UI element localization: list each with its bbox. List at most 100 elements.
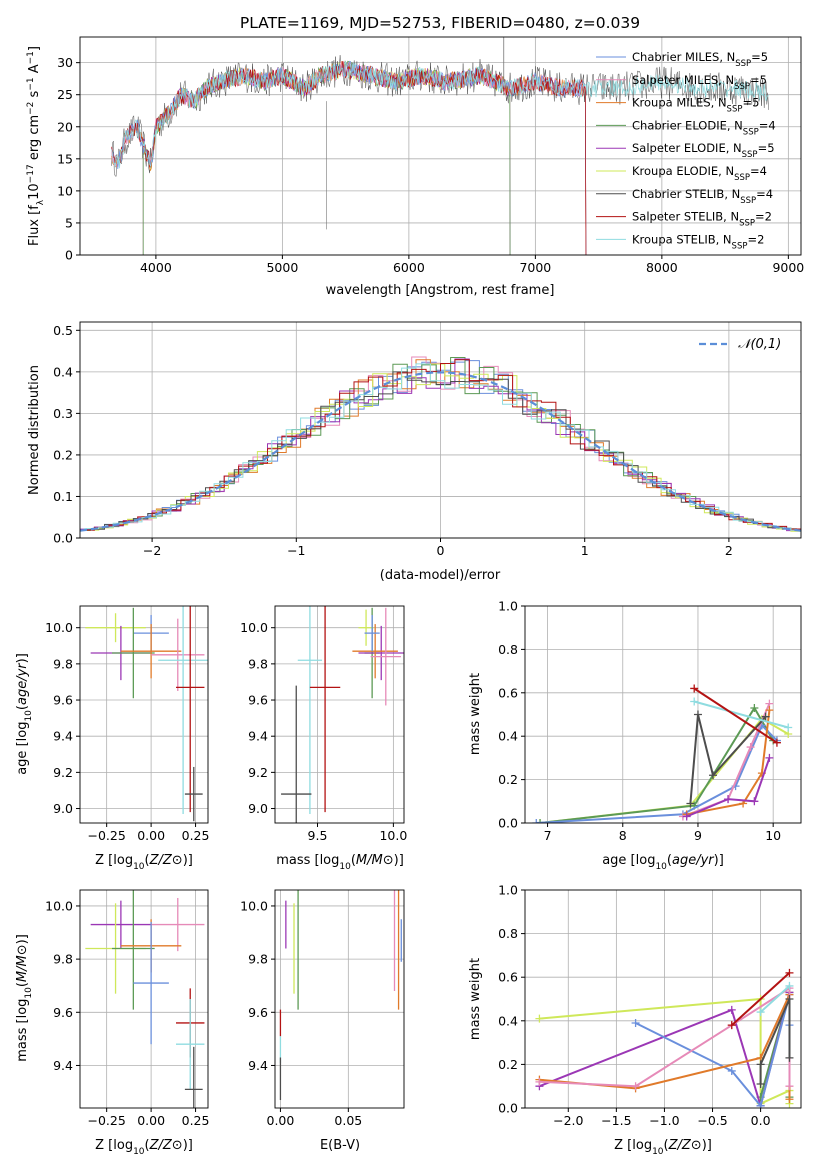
y-tick-label: 0.3 (53, 406, 73, 421)
y-tick-label: 0.2 (498, 1057, 518, 1072)
x-tick-label: −1.5 (601, 1113, 631, 1128)
weight-marker-ch_elodie (750, 703, 759, 712)
weight-line-kr_miles (686, 710, 771, 816)
z-weight-xlabel-part: 10 (652, 1147, 664, 1157)
x-tick-label: −0.25 (88, 828, 126, 843)
spectrum-line-kr_stelib (111, 61, 769, 169)
legend-n: =4 (756, 187, 773, 201)
legend-label-sa_elodie: Salpeter ELODIE, NSSP=5 (632, 141, 775, 160)
legend-sub: SSP (743, 127, 759, 137)
legend-normal-label: 𝒩(0,1) (738, 337, 781, 352)
zweight-line-kr_stelib (759, 985, 791, 1013)
z-weight-xlabel-part: )] (702, 1138, 712, 1153)
y-tick-label: 10 (57, 183, 73, 198)
x-tick-label: 5000 (266, 260, 298, 275)
weight-marker-ch_stelib (761, 712, 770, 721)
x-tick-label: −1 (287, 543, 305, 558)
mass-age-xlabel-part: 10 (339, 862, 351, 872)
zweight-marker-ch_stelib (785, 1053, 794, 1062)
y-tick-label: 0.0 (53, 531, 73, 546)
weight-line-ch_stelib (689, 714, 767, 804)
x-tick-label: 9 (694, 828, 702, 843)
x-tick-label: −0.5 (697, 1113, 727, 1128)
spectrum-line-sa_stelib (111, 61, 587, 255)
z-weight-xlabel-part: Z/Z⊙ (668, 1138, 702, 1153)
zweight-marker-ch_miles (727, 1066, 736, 1075)
panel-mass_age: 9.5 10.0 9.0 9.2 9.4 9.6 9.8 10.0 mass [log10(M/… (240, 605, 407, 872)
x-tick-label: −2.0 (553, 1113, 583, 1128)
axes-frame (524, 605, 802, 824)
age-weight-xlabel-part: )] (714, 853, 724, 868)
plot-area (85, 606, 208, 822)
y-tick-label: 9.2 (53, 765, 73, 780)
legend-label-ch_elodie: Chabrier ELODIE, NSSP=4 (632, 118, 776, 137)
weight-marker-sa_stelib (772, 738, 781, 747)
weight-marker-sa_stelib (690, 684, 699, 693)
y-tick-label: 0.4 (53, 364, 73, 379)
ylabel-part: λ (36, 199, 46, 205)
y-tick-label: 0.8 (498, 926, 518, 941)
axes-frame (274, 605, 405, 824)
legend-n: =4 (750, 164, 767, 178)
legend-sub: SSP (732, 241, 748, 251)
z-age-xlabel-part: Z/Z⊙ (149, 853, 183, 868)
z-weight-xlabel-part: Z [log (614, 1138, 652, 1153)
z-weight-xlabel: Z [log10(Z/Z⊙)] (614, 1138, 712, 1157)
y-tick-label: 9.6 (248, 1005, 268, 1020)
weight-line-kr_stelib (693, 700, 789, 729)
z-mass-ylabel-part: M/M⊙ (15, 944, 30, 982)
axes-frame (79, 605, 209, 824)
z-mass-ylabel-part: mass [log (15, 999, 30, 1062)
weight-line-ch_elodie (539, 706, 775, 823)
y-tick-label: 9.0 (248, 801, 268, 816)
panel-z_mass: −0.25 0.00 0.259.49.69.810.0Z [log10(Z/Z⊙)… (15, 889, 209, 1157)
ylabel-part: Flux [f (27, 205, 42, 246)
zweight-marker-kr_stelib (785, 981, 794, 990)
panel-z_weight: −2.0 −1.5 −1.0 −0.5 0.0 0.0 0.2 0.4 0.6 0.8 1.0 Z [… (468, 883, 802, 1157)
axes-frame (274, 889, 405, 1109)
y-tick-label: 20 (57, 119, 73, 134)
z-age-ylabel-part: age [log (15, 722, 30, 775)
y-tick-label: 9.2 (248, 765, 268, 780)
zweight-line-ch_stelib (759, 998, 791, 1084)
x-tick-label: 8000 (646, 260, 678, 275)
panel-ebv_mass: 0.00 0.05 9.4 9.6 9.8 10.0 E(B-V) (240, 889, 405, 1153)
panel-residuals: −2 −1 0 1 2 0.0 0.1 0.2 0.3 0.4 0.5 𝒩(0,1) (data-mod… (27, 321, 802, 583)
residual-ylabel: Normed distribution (27, 365, 42, 495)
y-tick-label: 0.0 (498, 1101, 518, 1116)
hist-sa_stelib (80, 359, 801, 531)
mass-age-xlabel-part: M/M⊙ (356, 853, 394, 868)
age-weight-xlabel-part: ( (667, 853, 672, 868)
zweight-marker-kr_stelib (756, 1008, 765, 1017)
x-tick-label: 1 (581, 543, 589, 558)
y-tick-label: 9.8 (248, 952, 268, 967)
weight-marker-sa_elodie (724, 795, 733, 804)
normal-curve (80, 371, 801, 532)
age-weight-xlabel-part: age/yr (672, 853, 715, 868)
z-mass-ylabel-part: )] (15, 934, 30, 944)
age-weight-xlabel-part: 10 (655, 862, 667, 872)
y-tick-label: 5 (65, 215, 73, 230)
z-age-ylabel-part: )] (15, 653, 30, 663)
legend-name: Salpeter MILES, N (632, 73, 734, 87)
weight-marker-ch_stelib (709, 771, 718, 780)
y-tick-label: 9.4 (248, 1058, 268, 1073)
x-tick-label: 0.0 (751, 1113, 771, 1128)
legend-n: =5 (750, 73, 767, 87)
weight-marker-sa_elodie (682, 812, 691, 821)
plot-area (532, 684, 793, 823)
weight-marker-sa_elodie (750, 797, 759, 806)
z-mass-ylabel-part: ( (15, 982, 30, 987)
y-tick-label: 9.6 (248, 693, 268, 708)
y-tick-label: 9.6 (53, 693, 73, 708)
plot-area (535, 968, 794, 1108)
legend-name: Salpeter ELODIE, N (632, 141, 742, 155)
y-tick-label: 9.4 (53, 1058, 73, 1073)
legend-n: =5 (742, 96, 759, 110)
x-tick-label: 10 (765, 828, 781, 843)
mass-age-xlabel-part: mass [log (276, 853, 339, 868)
z-age-xlabel-part: )] (183, 853, 193, 868)
plot-area (279, 890, 402, 1101)
